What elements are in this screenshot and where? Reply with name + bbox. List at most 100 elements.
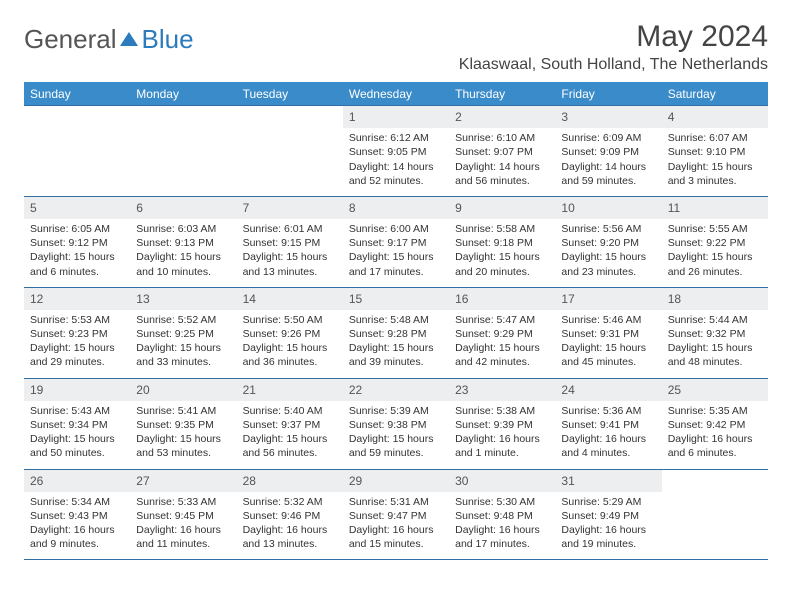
dh-mon: Monday — [130, 83, 236, 106]
sunset-line: Sunset: 9:31 PM — [561, 327, 655, 341]
sunset-line: Sunset: 9:37 PM — [243, 418, 337, 432]
day-body: Sunrise: 5:47 AMSunset: 9:29 PMDaylight:… — [449, 310, 555, 378]
day-body: Sunrise: 5:38 AMSunset: 9:39 PMDaylight:… — [449, 401, 555, 469]
day-number: 6 — [130, 197, 236, 219]
sunset-line: Sunset: 9:42 PM — [668, 418, 762, 432]
brand-part2: Blue — [142, 24, 194, 55]
day-cell: 20Sunrise: 5:41 AMSunset: 9:35 PMDayligh… — [130, 378, 236, 469]
sunrise-line: Sunrise: 5:39 AM — [349, 404, 443, 418]
calendar-page: General Blue May 2024 Klaaswaal, South H… — [0, 0, 792, 578]
sunrise-line: Sunrise: 5:29 AM — [561, 495, 655, 509]
sunset-line: Sunset: 9:20 PM — [561, 236, 655, 250]
sunrise-line: Sunrise: 5:47 AM — [455, 313, 549, 327]
day-number: 20 — [130, 379, 236, 401]
daylight-line: Daylight: 15 hours and 42 minutes. — [455, 341, 549, 369]
day-number: 13 — [130, 288, 236, 310]
sunrise-line: Sunrise: 5:56 AM — [561, 222, 655, 236]
daylight-line: Daylight: 15 hours and 10 minutes. — [136, 250, 230, 278]
sunrise-line: Sunrise: 5:30 AM — [455, 495, 549, 509]
sunrise-line: Sunrise: 5:33 AM — [136, 495, 230, 509]
sunrise-line: Sunrise: 5:58 AM — [455, 222, 549, 236]
day-number: 12 — [24, 288, 130, 310]
day-cell: 7 Sunrise: 6:01 AMSunset: 9:15 PMDaylight… — [237, 196, 343, 287]
week-row: 12Sunrise: 5:53 AMSunset: 9:23 PMDayligh… — [24, 287, 768, 378]
day-cell: 18Sunrise: 5:44 AMSunset: 9:32 PMDayligh… — [662, 287, 768, 378]
sunrise-line: Sunrise: 5:55 AM — [668, 222, 762, 236]
day-cell: 28Sunrise: 5:32 AMSunset: 9:46 PMDayligh… — [237, 469, 343, 560]
day-cell — [24, 106, 130, 197]
day-body: Sunrise: 5:35 AMSunset: 9:42 PMDaylight:… — [662, 401, 768, 469]
day-number: 7 — [237, 197, 343, 219]
day-body: Sunrise: 6:00 AMSunset: 9:17 PMDaylight:… — [343, 219, 449, 287]
sunset-line: Sunset: 9:35 PM — [136, 418, 230, 432]
page-header: General Blue May 2024 Klaaswaal, South H… — [24, 18, 768, 82]
sunset-line: Sunset: 9:10 PM — [668, 145, 762, 159]
day-body: Sunrise: 6:03 AMSunset: 9:13 PMDaylight:… — [130, 219, 236, 287]
day-cell: 1Sunrise: 6:12 AMSunset: 9:05 PMDaylight… — [343, 106, 449, 197]
daylight-line: Daylight: 15 hours and 13 minutes. — [243, 250, 337, 278]
day-number: 31 — [555, 470, 661, 492]
day-cell: 13Sunrise: 5:52 AMSunset: 9:25 PMDayligh… — [130, 287, 236, 378]
sunset-line: Sunset: 9:12 PM — [30, 236, 124, 250]
day-cell: 29Sunrise: 5:31 AMSunset: 9:47 PMDayligh… — [343, 469, 449, 560]
day-cell — [662, 469, 768, 560]
day-body: Sunrise: 5:34 AMSunset: 9:43 PMDaylight:… — [24, 492, 130, 560]
day-cell: 19Sunrise: 5:43 AMSunset: 9:34 PMDayligh… — [24, 378, 130, 469]
day-cell: 16Sunrise: 5:47 AMSunset: 9:29 PMDayligh… — [449, 287, 555, 378]
sunrise-line: Sunrise: 5:43 AM — [30, 404, 124, 418]
day-body: Sunrise: 5:53 AMSunset: 9:23 PMDaylight:… — [24, 310, 130, 378]
sunset-line: Sunset: 9:23 PM — [30, 327, 124, 341]
daylight-line: Daylight: 15 hours and 17 minutes. — [349, 250, 443, 278]
day-number: 8 — [343, 197, 449, 219]
day-number: 3 — [555, 106, 661, 128]
month-title: May 2024 — [459, 20, 768, 54]
sunset-line: Sunset: 9:38 PM — [349, 418, 443, 432]
day-number: 21 — [237, 379, 343, 401]
sunset-line: Sunset: 9:07 PM — [455, 145, 549, 159]
sunrise-line: Sunrise: 5:52 AM — [136, 313, 230, 327]
daylight-line: Daylight: 15 hours and 20 minutes. — [455, 250, 549, 278]
day-cell: 6Sunrise: 6:03 AMSunset: 9:13 PMDaylight… — [130, 196, 236, 287]
day-number: 22 — [343, 379, 449, 401]
daylight-line: Daylight: 15 hours and 39 minutes. — [349, 341, 443, 369]
day-body: Sunrise: 5:44 AMSunset: 9:32 PMDaylight:… — [662, 310, 768, 378]
sunset-line: Sunset: 9:29 PM — [455, 327, 549, 341]
day-number: 9 — [449, 197, 555, 219]
brand-logo: General Blue — [24, 24, 194, 55]
day-cell: 21 Sunrise: 5:40 AMSunset: 9:37 PMDayligh… — [237, 378, 343, 469]
dh-sat: Saturday — [662, 83, 768, 106]
day-cell: 2Sunrise: 6:10 AMSunset: 9:07 PMDaylight… — [449, 106, 555, 197]
day-body: Sunrise: 5:29 AMSunset: 9:49 PMDaylight:… — [555, 492, 661, 560]
daylight-line: Daylight: 15 hours and 33 minutes. — [136, 341, 230, 369]
sunrise-line: Sunrise: 5:32 AM — [243, 495, 337, 509]
day-body: Sunrise: 5:41 AMSunset: 9:35 PMDaylight:… — [130, 401, 236, 469]
sunset-line: Sunset: 9:09 PM — [561, 145, 655, 159]
sunset-line: Sunset: 9:26 PM — [243, 327, 337, 341]
day-cell: 8Sunrise: 6:00 AMSunset: 9:17 PMDaylight… — [343, 196, 449, 287]
day-number: 2 — [449, 106, 555, 128]
day-number: 4 — [662, 106, 768, 128]
daylight-line: Daylight: 15 hours and 56 minutes. — [243, 432, 337, 460]
daylight-line: Daylight: 16 hours and 1 minute. — [455, 432, 549, 460]
sunrise-line: Sunrise: 6:01 AM — [243, 222, 337, 236]
day-body: Sunrise: 5:50 AMSunset: 9:26 PMDaylight:… — [237, 310, 343, 378]
sunrise-line: Sunrise: 5:40 AM — [243, 404, 337, 418]
day-body: Sunrise: 6:05 AMSunset: 9:12 PMDaylight:… — [24, 219, 130, 287]
day-body: Sunrise: 5:48 AMSunset: 9:28 PMDaylight:… — [343, 310, 449, 378]
day-number: 18 — [662, 288, 768, 310]
sunset-line: Sunset: 9:45 PM — [136, 509, 230, 523]
day-number: 15 — [343, 288, 449, 310]
brand-part1: General — [24, 24, 117, 55]
day-cell: 12Sunrise: 5:53 AMSunset: 9:23 PMDayligh… — [24, 287, 130, 378]
sunset-line: Sunset: 9:43 PM — [30, 509, 124, 523]
sunrise-line: Sunrise: 6:12 AM — [349, 131, 443, 145]
daylight-line: Daylight: 14 hours and 59 minutes. — [561, 160, 655, 188]
day-cell: 22Sunrise: 5:39 AMSunset: 9:38 PMDayligh… — [343, 378, 449, 469]
day-body: Sunrise: 5:30 AMSunset: 9:48 PMDaylight:… — [449, 492, 555, 560]
day-number — [130, 106, 236, 128]
day-number: 11 — [662, 197, 768, 219]
sunset-line: Sunset: 9:15 PM — [243, 236, 337, 250]
day-number: 25 — [662, 379, 768, 401]
title-block: May 2024 Klaaswaal, South Holland, The N… — [459, 18, 768, 82]
day-cell: 10Sunrise: 5:56 AMSunset: 9:20 PMDayligh… — [555, 196, 661, 287]
